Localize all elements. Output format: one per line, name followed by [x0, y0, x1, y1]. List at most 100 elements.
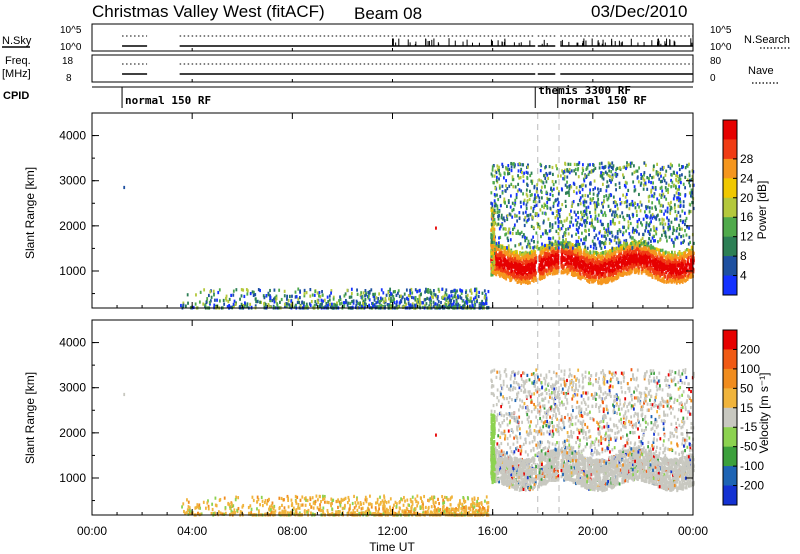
scatter-cell: [470, 288, 472, 292]
scatter-cell: [547, 217, 550, 221]
scatter-cell: [677, 269, 680, 273]
scatter-cell: [584, 193, 587, 198]
scatter-cell: [582, 265, 585, 269]
scatter-cell: [405, 288, 408, 292]
scatter-cell: [414, 304, 417, 308]
scatter-cell: [480, 301, 483, 305]
scatter-cell: [629, 257, 632, 261]
scatter-cell: [581, 171, 584, 176]
scatter-cell: [460, 291, 463, 295]
scatter-cell: [548, 164, 551, 169]
scatter-cell: [538, 178, 541, 182]
scatter-cell: [436, 303, 439, 307]
scatter-cell: [643, 244, 645, 248]
scatter-cell: [541, 261, 544, 265]
scatter-cell: [508, 264, 511, 268]
scatter-cell: [364, 294, 366, 298]
scatter-cell: [401, 295, 404, 299]
scatter-cell: [619, 214, 622, 218]
scatter-cell: [203, 288, 206, 292]
scatter-cell: [409, 288, 411, 292]
scatter-cell: [414, 288, 417, 292]
scatter-cell: [579, 272, 582, 276]
scatter-cell: [544, 243, 546, 248]
scatter-cell: [309, 294, 312, 298]
scatter-cell: [461, 289, 464, 293]
scatter-cell: [596, 200, 599, 205]
scatter-cell: [593, 252, 596, 256]
scatter-cell: [448, 295, 451, 299]
scatter-cell: [218, 299, 221, 303]
scatter-cell: [440, 300, 442, 305]
scatter-cell: [540, 234, 542, 239]
scatter-cell: [316, 298, 319, 303]
scatter-cell: [641, 267, 644, 271]
scatter-cell: [667, 190, 670, 195]
scatter-cell: [617, 250, 620, 254]
scatter-cell: [457, 296, 460, 300]
scatter-cell: [547, 263, 550, 267]
scatter-cell: [656, 267, 658, 272]
scatter-cell: [330, 289, 333, 293]
scatter-cell: [610, 170, 613, 174]
scatter-cell: [591, 268, 594, 272]
scatter-cell: [589, 272, 592, 276]
scatter-cell: [460, 296, 463, 300]
scatter-cell: [311, 293, 314, 297]
scatter-cell: [643, 255, 646, 259]
scatter-cell: [496, 207, 499, 211]
scatter-cell: [194, 302, 197, 306]
scatter-cell: [618, 271, 621, 275]
scatter-cell: [287, 298, 290, 303]
scatter-cell: [418, 300, 421, 304]
scatter-cell: [611, 259, 613, 263]
scatter-cell: [224, 296, 227, 301]
scatter-cell: [626, 204, 628, 208]
scatter-cell: [374, 292, 377, 296]
scatter-cell: [546, 248, 549, 253]
scatter-cell: [658, 271, 661, 275]
scatter-cell: [246, 289, 249, 293]
scatter-cell: [608, 169, 611, 173]
scatter-cell: [687, 262, 690, 266]
scatter-cell: [427, 290, 429, 294]
scatter-cell: [286, 294, 288, 298]
scatter-cell: [254, 297, 257, 301]
scatter-cell: [539, 208, 542, 212]
scatter-cell: [640, 264, 643, 268]
scatter-cell: [609, 255, 612, 259]
scatter-cell: [323, 298, 326, 302]
scatter-cell: [477, 294, 480, 299]
scatter-cell: [437, 287, 440, 291]
scatter-cell: [605, 259, 608, 264]
scatter-cell: [483, 296, 486, 300]
scatter-cell: [444, 291, 447, 295]
scatter-cell: [406, 296, 409, 300]
scatter-cell: [551, 179, 554, 184]
scatter-cell: [569, 265, 572, 269]
scatter-cell: [340, 301, 343, 305]
scatter-cell: [453, 295, 456, 299]
scatter-cell: [254, 304, 257, 308]
scatter-cell: [613, 254, 616, 259]
scatter-cell: [437, 300, 440, 304]
scatter-cell: [670, 268, 673, 272]
scatter-cell: [455, 305, 457, 309]
scatter-cell: [597, 254, 599, 258]
scatter-cell: [424, 290, 427, 294]
scatter-cell: [485, 299, 487, 303]
scatter-cell: [253, 290, 255, 294]
nave-tick-top: 80: [710, 56, 722, 67]
scatter-cell: [600, 278, 602, 282]
scatter-cell: [612, 210, 614, 214]
scatter-cell: [577, 262, 579, 266]
scatter-cell: [522, 265, 525, 269]
scatter-cell: [604, 250, 607, 254]
scatter-cell: [644, 247, 647, 252]
scatter-cell: [600, 264, 603, 268]
scatter-cell: [209, 299, 212, 303]
scatter-cell: [344, 301, 347, 305]
scatter-cell: [520, 281, 522, 285]
scatter-cell: [512, 250, 515, 255]
scatter-cell: [598, 260, 601, 264]
